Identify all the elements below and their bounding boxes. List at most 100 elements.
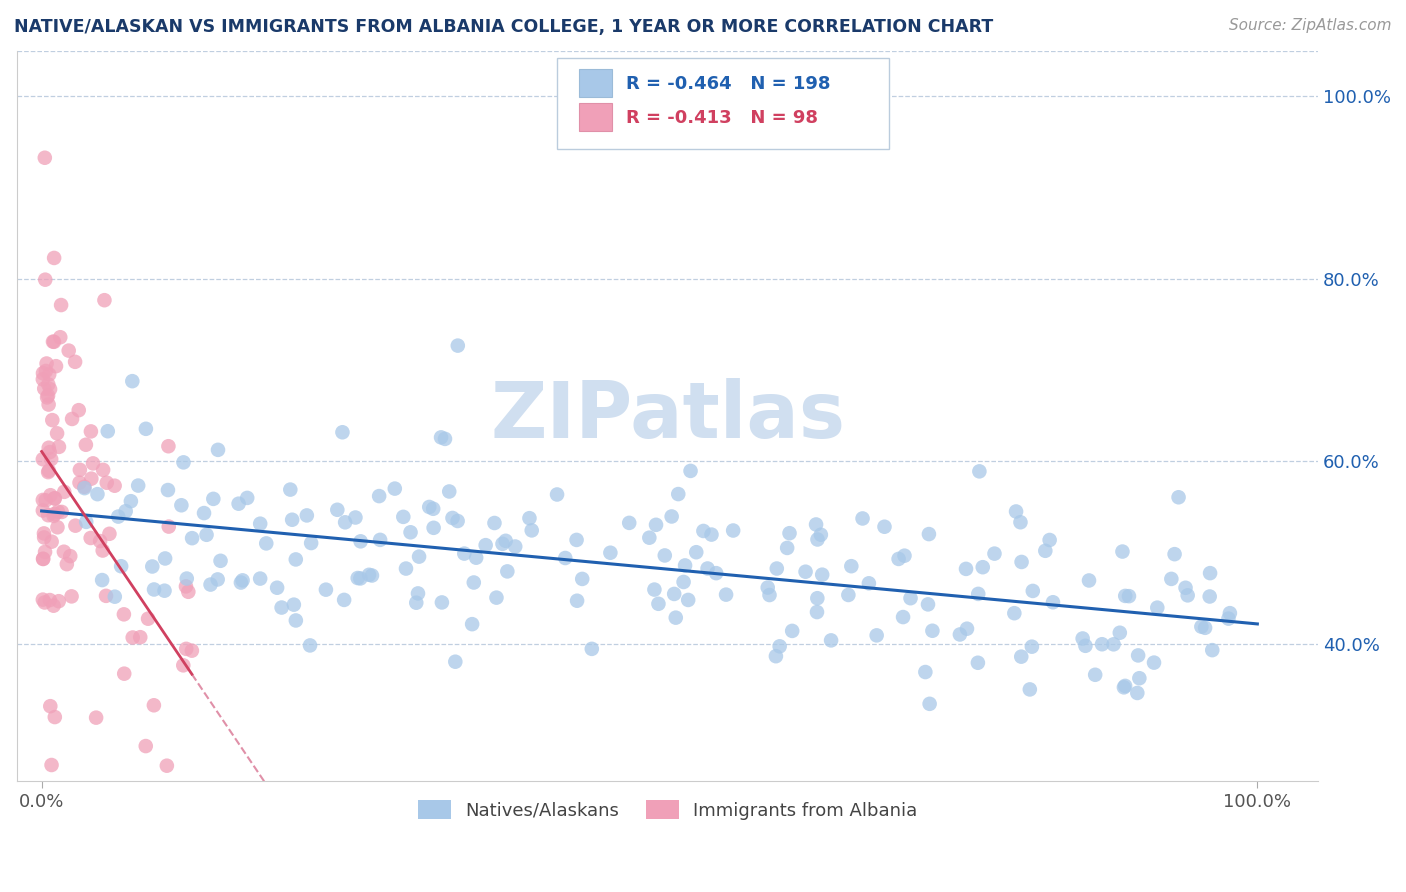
Point bbox=[34, 151, 56, 165]
Point bbox=[956, 622, 979, 636]
Point bbox=[249, 572, 271, 586]
Point bbox=[42, 599, 65, 613]
Point bbox=[406, 586, 429, 600]
Point bbox=[39, 382, 62, 396]
Point bbox=[38, 398, 60, 412]
Point bbox=[86, 487, 108, 501]
Point bbox=[638, 531, 661, 545]
Point bbox=[983, 547, 1005, 561]
Point bbox=[35, 357, 58, 371]
Point bbox=[58, 343, 80, 358]
Point bbox=[207, 442, 229, 457]
Point bbox=[446, 514, 468, 528]
Point bbox=[453, 547, 475, 561]
Point bbox=[1033, 543, 1056, 558]
Point bbox=[346, 571, 368, 585]
Point bbox=[34, 493, 56, 508]
Point bbox=[31, 592, 53, 607]
Point bbox=[664, 587, 686, 601]
Point bbox=[599, 546, 621, 560]
Point bbox=[873, 520, 896, 534]
Point bbox=[37, 377, 59, 392]
Point bbox=[422, 501, 444, 516]
Point bbox=[79, 531, 101, 545]
Point bbox=[368, 533, 391, 547]
Point bbox=[121, 631, 143, 645]
Point bbox=[270, 600, 292, 615]
Point bbox=[333, 516, 356, 530]
Point bbox=[344, 510, 367, 524]
Point bbox=[31, 492, 53, 507]
FancyBboxPatch shape bbox=[579, 69, 612, 96]
Point bbox=[704, 566, 727, 581]
Point bbox=[326, 503, 349, 517]
Point bbox=[41, 413, 63, 427]
Point bbox=[80, 472, 103, 486]
Point bbox=[39, 488, 62, 502]
Point bbox=[349, 571, 371, 585]
Point bbox=[866, 628, 889, 642]
Point bbox=[810, 527, 832, 541]
Point bbox=[765, 561, 787, 575]
Point bbox=[39, 699, 62, 714]
Point bbox=[332, 425, 354, 440]
Point bbox=[441, 511, 464, 525]
Point bbox=[49, 330, 72, 344]
Point bbox=[949, 627, 972, 641]
Point bbox=[422, 521, 444, 535]
Point bbox=[200, 577, 222, 591]
Point bbox=[887, 552, 910, 566]
Point bbox=[806, 605, 828, 619]
Point bbox=[392, 509, 415, 524]
Point bbox=[153, 583, 176, 598]
Point bbox=[349, 534, 371, 549]
Point bbox=[395, 561, 418, 575]
Point bbox=[32, 382, 55, 396]
Point bbox=[900, 591, 922, 606]
Point bbox=[779, 526, 801, 541]
Point bbox=[1146, 600, 1168, 615]
Point bbox=[299, 639, 322, 653]
Point bbox=[519, 511, 541, 525]
Point bbox=[93, 293, 115, 308]
Point bbox=[121, 374, 143, 388]
Point bbox=[696, 561, 718, 575]
Point bbox=[41, 534, 63, 549]
Point bbox=[554, 551, 576, 566]
Point bbox=[918, 527, 941, 541]
Point bbox=[38, 464, 60, 478]
Point bbox=[180, 643, 202, 657]
Text: R = -0.413   N = 98: R = -0.413 N = 98 bbox=[626, 109, 818, 127]
Point bbox=[35, 364, 58, 378]
Point bbox=[806, 533, 828, 547]
Point bbox=[299, 536, 322, 550]
Point bbox=[38, 441, 60, 455]
Point bbox=[643, 582, 665, 597]
Point bbox=[804, 517, 827, 532]
Point bbox=[858, 576, 880, 591]
Point bbox=[41, 758, 63, 772]
Point bbox=[408, 549, 430, 564]
Point bbox=[84, 711, 107, 725]
Point bbox=[571, 572, 593, 586]
Point bbox=[1177, 588, 1199, 602]
Point bbox=[914, 665, 936, 679]
Point bbox=[495, 533, 517, 548]
Point bbox=[207, 573, 229, 587]
Point bbox=[82, 456, 104, 470]
Point bbox=[150, 783, 173, 797]
Point bbox=[174, 641, 197, 656]
Point bbox=[1174, 581, 1197, 595]
FancyBboxPatch shape bbox=[557, 58, 889, 149]
Point bbox=[91, 463, 114, 477]
Point bbox=[1126, 648, 1149, 663]
Point bbox=[38, 445, 60, 459]
Point bbox=[967, 656, 990, 670]
Point bbox=[315, 582, 337, 597]
Point bbox=[581, 641, 603, 656]
Point bbox=[676, 593, 699, 607]
Point bbox=[46, 520, 69, 534]
Point bbox=[44, 491, 66, 506]
Text: NATIVE/ALASKAN VS IMMIGRANTS FROM ALBANIA COLLEGE, 1 YEAR OR MORE CORRELATION CH: NATIVE/ALASKAN VS IMMIGRANTS FROM ALBANI… bbox=[14, 18, 993, 36]
Point bbox=[758, 588, 780, 602]
